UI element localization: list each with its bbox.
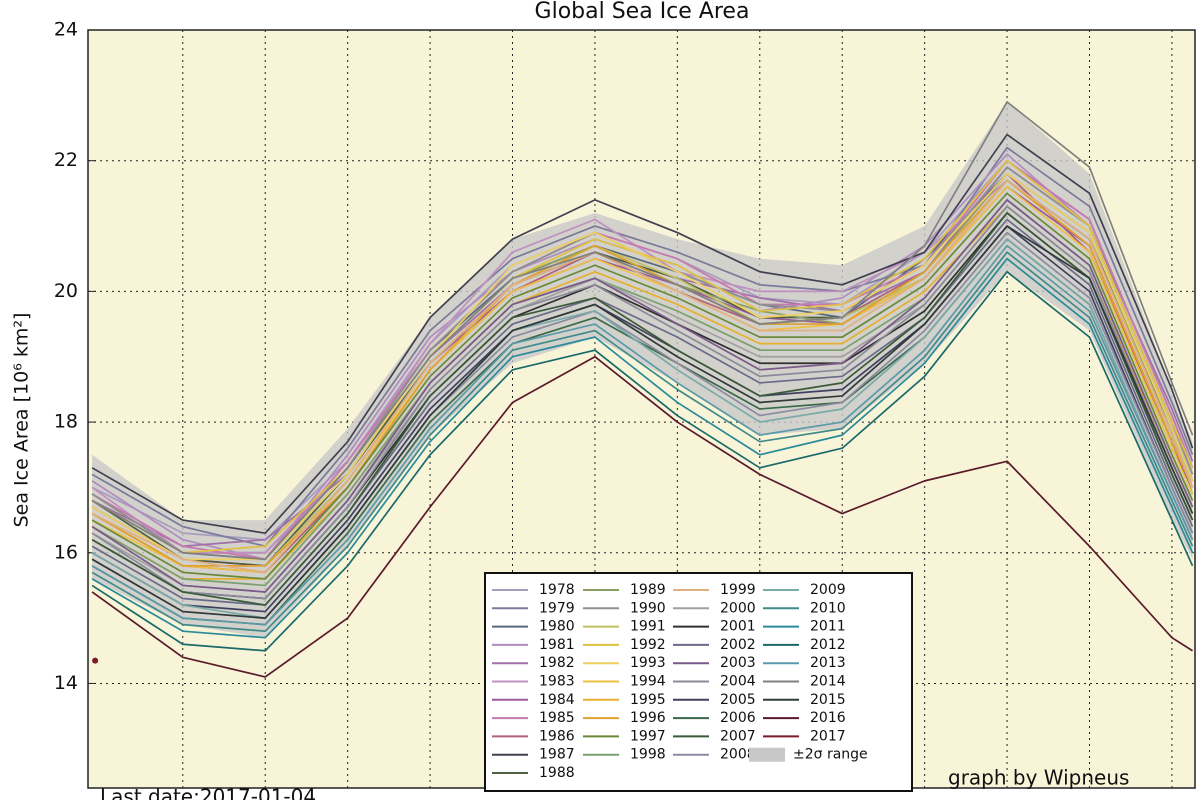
legend-swatch: [749, 747, 785, 762]
legend-label: 1991: [630, 619, 666, 635]
y-tick-label: 24: [54, 19, 78, 41]
legend-label: 2007: [720, 728, 756, 744]
legend-label: 1989: [630, 582, 666, 598]
legend-label: 2013: [810, 655, 846, 671]
legend-label: 2014: [810, 674, 846, 690]
series-line: [91, 251, 1194, 633]
legend-label: 2015: [810, 692, 846, 708]
y-tick-label: 18: [54, 411, 78, 433]
y-tick-label: 14: [54, 672, 78, 694]
chart-title: Global Sea Ice Area: [535, 0, 750, 24]
legend-label: 2005: [720, 692, 756, 708]
legend-label: 2000: [720, 600, 756, 616]
legend-label: 1994: [630, 674, 666, 690]
series-line: [91, 270, 1194, 652]
series-line: [91, 159, 1194, 554]
legend-label: 2011: [810, 619, 846, 635]
legend-label: 2004: [720, 674, 756, 690]
legend-label: 1981: [539, 637, 575, 653]
last-date: Last date:2017-01-04: [100, 785, 316, 800]
legend-label: 1980: [539, 619, 575, 635]
series-line: [91, 179, 1194, 574]
legend-label: 1992: [630, 637, 666, 653]
series-line: [91, 172, 1194, 561]
legend-label: 2003: [720, 655, 756, 671]
series-line: [91, 205, 1194, 600]
legend: 1978 1979 1980 1981 1982 1983 1984 1985 1986 1987…: [492, 582, 868, 781]
legend-label: 1996: [630, 710, 666, 726]
series-line: [91, 199, 1194, 593]
series-line: [91, 225, 1194, 619]
legend-label: 2002: [720, 637, 756, 653]
legend-label: 1979: [539, 600, 575, 616]
y-tick-label: 16: [54, 541, 78, 563]
legend-label: 2017: [810, 728, 846, 744]
series-line: [91, 192, 1194, 580]
legend-label: 2012: [810, 637, 846, 653]
credit: graph by Wipneus: [948, 766, 1129, 790]
legend-label: 2006: [720, 710, 756, 726]
series-line: [91, 101, 1194, 561]
sigma-band: [92, 101, 1193, 638]
band-layer: [92, 101, 1193, 638]
legend-label: 2008: [720, 747, 756, 763]
legend-label: 1986: [539, 728, 575, 744]
y-tick-label: 20: [54, 280, 78, 302]
series-line: [91, 355, 1193, 678]
legend-label: 1993: [630, 655, 666, 671]
legend-label: 1990: [630, 600, 666, 616]
legend-label: 1997: [630, 728, 666, 744]
series-line: [91, 133, 1194, 535]
series-line: [91, 212, 1194, 606]
legend-label: 1988: [539, 765, 575, 781]
y-axis-label: Sea Ice Area [10⁶ km²]: [11, 313, 33, 528]
series-line: [91, 244, 1194, 626]
series-line: [91, 146, 1194, 548]
legend-label: 1985: [539, 710, 575, 726]
legend-label: 1995: [630, 692, 666, 708]
series-line: [91, 159, 1194, 561]
legend-label: 1998: [630, 747, 666, 763]
legend-label: 1982: [539, 655, 575, 671]
legend-label: 2001: [720, 619, 756, 635]
lines: [91, 101, 1194, 678]
legend-label: 1999: [720, 582, 756, 598]
legend-label: 1978: [539, 582, 575, 598]
series-line: [91, 257, 1194, 639]
legend-label: 2009: [810, 582, 846, 598]
legend-label: 2016: [810, 710, 846, 726]
legend-label: 1984: [539, 692, 575, 708]
legend-label: 1987: [539, 747, 575, 763]
legend-label: ±2σ range: [793, 747, 868, 763]
y-tick-label: 22: [54, 149, 78, 171]
series-point: [92, 657, 99, 664]
legend-label: 1983: [539, 674, 575, 690]
legend-label: 2010: [810, 600, 846, 616]
